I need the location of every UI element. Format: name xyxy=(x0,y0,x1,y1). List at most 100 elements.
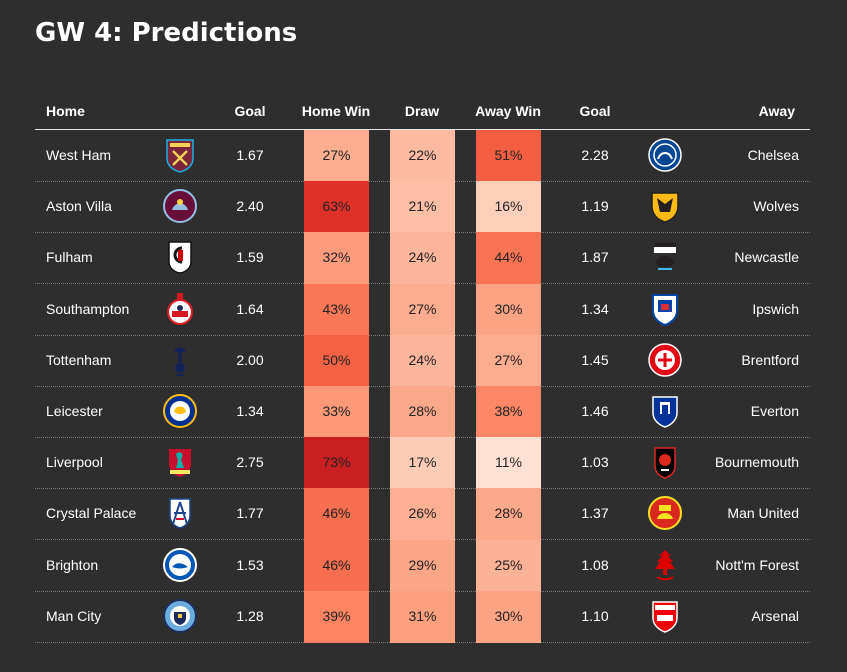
away-win-pct: 28% xyxy=(476,488,541,541)
home-win-pct: 43% xyxy=(304,283,369,336)
home-goal: 2.00 xyxy=(236,351,264,368)
header-home: Home xyxy=(46,103,85,119)
home-team: West Ham xyxy=(46,147,112,163)
away-goal: 1.37 xyxy=(581,505,609,522)
away-win-pct: 30% xyxy=(476,590,541,643)
home-goal: 1.53 xyxy=(236,556,264,573)
bournemouth-crest-icon xyxy=(654,447,676,479)
home-win-pct: 33% xyxy=(304,386,369,438)
home-win-pct: 73% xyxy=(304,437,369,490)
away-goal: 1.19 xyxy=(581,198,609,215)
home-team: Man City xyxy=(46,607,102,624)
predictions-table: Home Goal Home Win Draw Away Win Goal Aw… xyxy=(35,96,810,643)
home-win-pct: 27% xyxy=(304,130,369,182)
man-city-crest-icon xyxy=(163,598,197,633)
everton-crest-icon xyxy=(652,396,678,428)
west-ham-crest-icon xyxy=(166,139,194,173)
away-team: Man United xyxy=(727,505,799,522)
table-row: Fulham 1.59 32% 24% 44% 1.87 Newcastle xyxy=(35,232,810,285)
brighton-crest-icon xyxy=(163,547,197,582)
man-united-crest-icon xyxy=(648,496,682,531)
away-goal: 1.45 xyxy=(581,351,609,368)
home-team: Crystal Palace xyxy=(46,505,137,522)
home-goal: 1.64 xyxy=(236,300,264,317)
header-home-goal: Goal xyxy=(234,103,266,119)
brentford-crest-icon xyxy=(648,343,682,377)
away-win-pct: 44% xyxy=(476,232,541,285)
wolves-crest-icon xyxy=(651,192,679,223)
away-team: Bournemouth xyxy=(714,454,799,471)
table-row: Liverpool 2.75 73% 17% 11% 1.03 Bournemouth xyxy=(35,437,810,490)
ipswich-crest-icon xyxy=(652,293,678,326)
table-row: Leicester 1.34 33% 28% 38% 1.46 Everton xyxy=(35,386,810,438)
away-win-pct: 30% xyxy=(476,283,541,336)
home-team: Liverpool xyxy=(46,454,103,471)
away-team: Arsenal xyxy=(751,607,799,624)
home-win-pct: 46% xyxy=(304,539,369,592)
away-goal: 1.34 xyxy=(581,300,609,317)
draw-pct: 28% xyxy=(390,386,455,438)
arsenal-crest-icon xyxy=(652,601,678,633)
home-goal: 1.34 xyxy=(236,403,264,419)
home-goal: 1.77 xyxy=(236,505,264,522)
home-win-pct: 32% xyxy=(304,232,369,285)
away-win-pct: 27% xyxy=(476,334,541,387)
away-team: Everton xyxy=(750,403,799,419)
southampton-crest-icon xyxy=(167,292,193,325)
draw-pct: 24% xyxy=(390,334,455,387)
header-home-win: Home Win xyxy=(301,103,371,119)
draw-pct: 22% xyxy=(390,130,455,182)
draw-pct: 21% xyxy=(390,181,455,234)
home-goal: 2.40 xyxy=(236,198,264,215)
away-goal: 1.46 xyxy=(581,403,609,419)
away-goal: 1.87 xyxy=(581,249,609,266)
home-team: Brighton xyxy=(46,556,99,573)
tottenham-crest-icon xyxy=(174,347,186,376)
home-goal: 1.59 xyxy=(236,249,264,266)
home-team: Aston Villa xyxy=(46,198,112,215)
header-away-win: Away Win xyxy=(475,103,541,119)
nottm-forest-crest-icon xyxy=(655,549,675,580)
table-row: Crystal Palace 1.77 46% 26% 28% 1.37 Man Unite… xyxy=(35,488,810,541)
table-row: Brighton 1.53 46% 29% 25% 1.08 Nott'm Forest xyxy=(35,539,810,592)
away-goal: 1.10 xyxy=(581,607,609,624)
away-win-pct: 38% xyxy=(476,386,541,438)
table-row: Southampton 1.64 43% 27% 30% 1.34 Ipswich xyxy=(35,283,810,336)
draw-pct: 24% xyxy=(390,232,455,285)
home-win-pct: 39% xyxy=(304,590,369,643)
page-title: GW 4: Predictions xyxy=(35,18,298,48)
home-goal: 1.28 xyxy=(236,607,264,624)
crystal-palace-crest-icon xyxy=(169,498,191,530)
home-goal: 1.67 xyxy=(236,147,264,163)
away-team: Nott'm Forest xyxy=(715,556,799,573)
draw-pct: 26% xyxy=(390,488,455,541)
away-team: Wolves xyxy=(753,198,799,215)
home-win-pct: 46% xyxy=(304,488,369,541)
table-header: Home Goal Home Win Draw Away Win Goal Aw… xyxy=(35,96,810,130)
draw-pct: 27% xyxy=(390,283,455,336)
liverpool-crest-icon xyxy=(169,449,191,478)
away-win-pct: 16% xyxy=(476,181,541,234)
home-team: Tottenham xyxy=(46,351,112,368)
home-win-pct: 63% xyxy=(304,181,369,234)
header-draw: Draw xyxy=(404,103,440,119)
away-goal: 1.03 xyxy=(581,454,609,471)
header-away-goal: Goal xyxy=(579,103,611,119)
draw-pct: 29% xyxy=(390,539,455,592)
fulham-crest-icon xyxy=(168,241,192,275)
away-goal: 2.28 xyxy=(581,147,609,163)
chelsea-crest-icon xyxy=(648,138,682,172)
away-team: Ipswich xyxy=(752,300,799,317)
home-team: Southampton xyxy=(46,300,130,317)
away-win-pct: 51% xyxy=(476,130,541,182)
table-row: West Ham 1.67 27% 22% 51% 2.28 Chelsea xyxy=(35,130,810,182)
header-away: Away xyxy=(758,103,795,119)
table-row: Aston Villa 2.40 63% 21% 16% 1.19 Wolves xyxy=(35,181,810,234)
table-row: Tottenham 2.00 50% 24% 27% 1.45 Brentford xyxy=(35,334,810,387)
home-team: Leicester xyxy=(46,403,103,419)
home-goal: 2.75 xyxy=(236,454,264,471)
away-team: Newcastle xyxy=(734,249,799,266)
away-goal: 1.08 xyxy=(581,556,609,573)
away-team: Chelsea xyxy=(747,147,799,163)
away-win-pct: 25% xyxy=(476,539,541,592)
